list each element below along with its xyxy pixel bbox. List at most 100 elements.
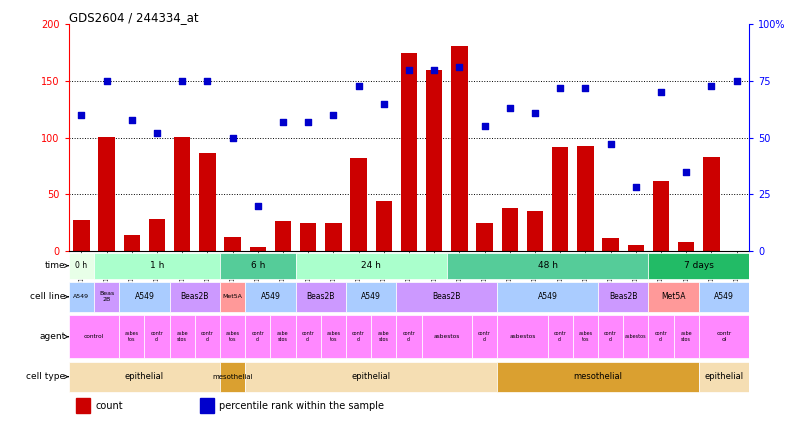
Text: Beas2B: Beas2B (181, 292, 209, 301)
Bar (169, 315, 195, 358)
Text: contr
ol: contr ol (717, 331, 731, 342)
Text: asbestos: asbestos (509, 334, 535, 339)
Bar (69, 281, 94, 312)
Bar (371, 315, 396, 358)
Bar (220, 253, 296, 279)
Bar (200, 398, 214, 412)
Text: A549: A549 (714, 292, 734, 301)
Text: epithelial: epithelial (705, 372, 744, 381)
Point (503, 105, 516, 112)
Point (352, 82, 365, 89)
Bar (401, 53, 417, 251)
Bar (220, 361, 245, 392)
Bar (396, 281, 497, 312)
Bar (99, 136, 115, 251)
Bar (326, 222, 342, 251)
Text: Beas2B: Beas2B (433, 292, 461, 301)
Bar (649, 315, 674, 358)
Bar (426, 70, 442, 251)
Text: A549: A549 (261, 292, 280, 301)
Bar (69, 315, 119, 358)
Point (176, 78, 189, 85)
Text: asbe
stos: asbe stos (177, 331, 188, 342)
Bar (552, 147, 569, 251)
Bar (653, 181, 669, 251)
Bar (623, 315, 649, 358)
Text: contr
ol: contr ol (604, 331, 617, 342)
Bar (351, 158, 367, 251)
Text: 6 h: 6 h (250, 261, 265, 270)
Text: asbes
tos: asbes tos (125, 331, 139, 342)
Bar (447, 253, 649, 279)
Text: asbe
stos: asbe stos (680, 331, 692, 342)
Text: asbe
stos: asbe stos (378, 331, 390, 342)
Text: contr
ol: contr ol (654, 331, 667, 342)
Text: asbe
stos: asbe stos (277, 331, 289, 342)
Text: agent: agent (39, 332, 66, 341)
Bar (703, 157, 719, 251)
Text: asbestos: asbestos (433, 334, 460, 339)
Text: epithelial: epithelial (125, 372, 164, 381)
Bar (548, 315, 573, 358)
Bar (497, 315, 548, 358)
Bar (296, 253, 447, 279)
Bar (149, 219, 165, 251)
Point (730, 78, 743, 85)
Bar (678, 242, 694, 251)
Point (453, 64, 466, 71)
Bar (501, 208, 518, 251)
Bar (598, 315, 623, 358)
Text: 24 h: 24 h (361, 261, 382, 270)
Point (327, 111, 340, 119)
Text: A549: A549 (74, 294, 90, 299)
Text: contr
ol: contr ol (302, 331, 315, 342)
Text: asbes
tos: asbes tos (578, 331, 592, 342)
Bar (699, 361, 749, 392)
Bar (422, 315, 472, 358)
Point (226, 134, 239, 141)
Text: control: control (84, 334, 104, 339)
Text: count: count (96, 400, 123, 411)
Bar (476, 222, 492, 251)
Bar (249, 247, 266, 251)
Point (478, 123, 491, 130)
Text: contr
ol: contr ol (352, 331, 365, 342)
Text: 0 h: 0 h (75, 261, 87, 270)
Point (75, 111, 88, 119)
Bar (124, 235, 140, 251)
Text: GDS2604 / 244334_at: GDS2604 / 244334_at (69, 12, 198, 24)
Bar (603, 238, 619, 251)
Bar (649, 253, 749, 279)
Bar (245, 361, 497, 392)
Bar (220, 315, 245, 358)
Bar (69, 361, 220, 392)
Point (201, 78, 214, 85)
Text: contr
ol: contr ol (478, 331, 491, 342)
Bar (472, 315, 497, 358)
Bar (119, 281, 169, 312)
Text: 7 days: 7 days (684, 261, 714, 270)
Bar (94, 253, 220, 279)
Bar (199, 154, 215, 251)
Text: Met5A: Met5A (223, 294, 242, 299)
Point (126, 116, 139, 123)
Point (100, 78, 113, 85)
Bar (526, 211, 544, 251)
Bar (169, 281, 220, 312)
Text: A549: A549 (538, 292, 557, 301)
Point (428, 66, 441, 73)
Bar (451, 46, 467, 251)
Bar (76, 398, 90, 412)
Point (680, 168, 693, 175)
Point (629, 184, 642, 191)
Bar (224, 237, 241, 251)
Text: contr
ol: contr ol (403, 331, 416, 342)
Text: mesothelial: mesothelial (573, 372, 623, 381)
Point (529, 109, 542, 116)
Text: Beas
2B: Beas 2B (99, 291, 114, 302)
Text: asbes
tos: asbes tos (226, 331, 240, 342)
Point (604, 141, 617, 148)
Bar (578, 146, 594, 251)
Point (403, 66, 416, 73)
Text: contr
ol: contr ol (201, 331, 214, 342)
